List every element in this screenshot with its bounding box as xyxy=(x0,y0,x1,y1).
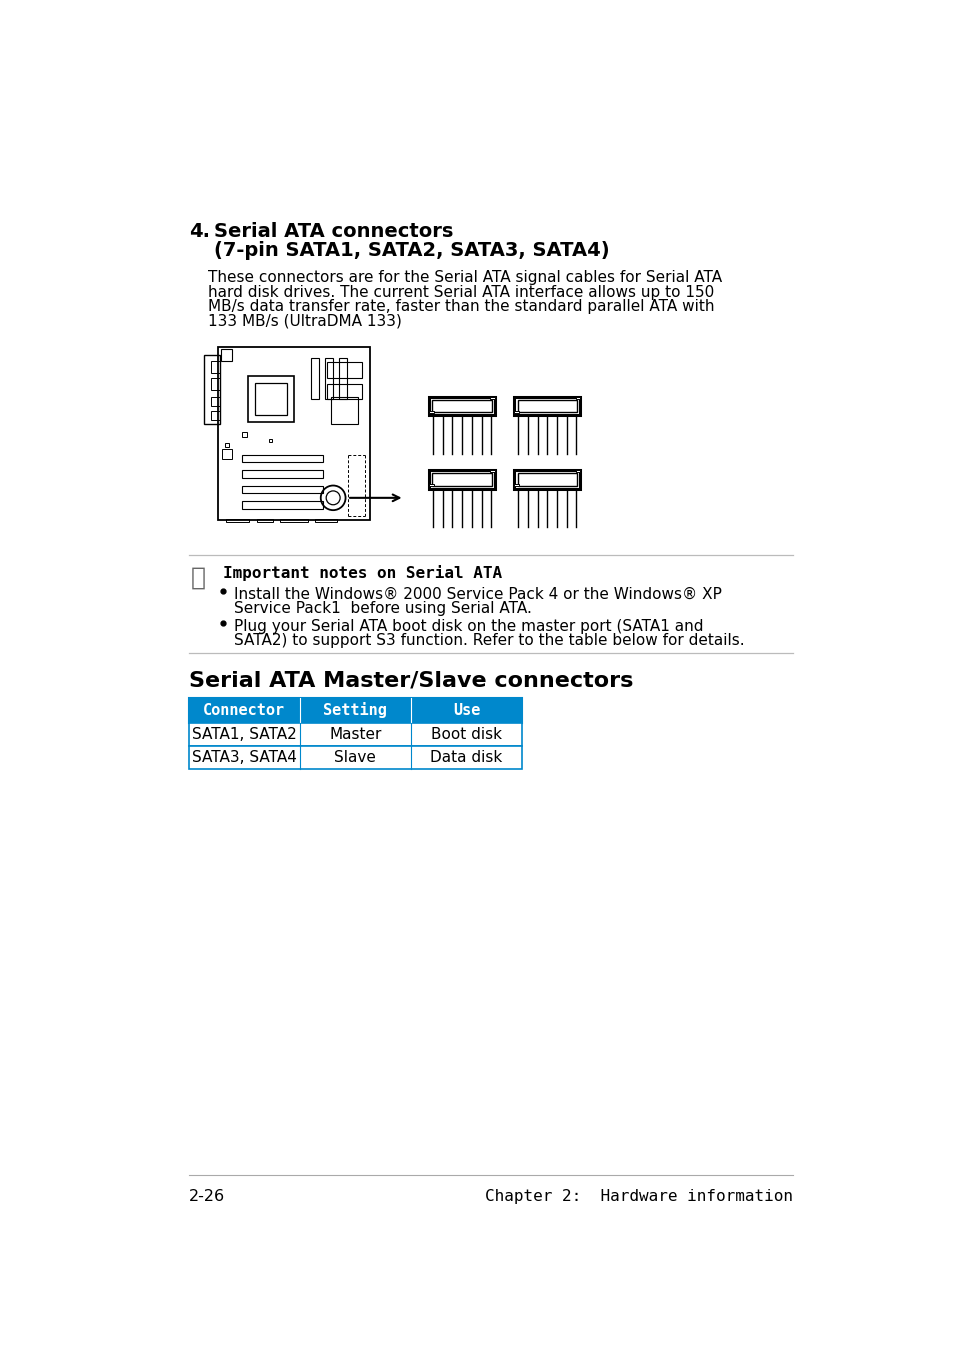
Bar xyxy=(514,397,579,416)
Bar xyxy=(218,347,369,520)
Text: 133 MB/s (UltraDMA 133): 133 MB/s (UltraDMA 133) xyxy=(208,313,402,328)
Text: Chapter 2:  Hardware information: Chapter 2: Hardware information xyxy=(485,1189,793,1204)
Bar xyxy=(429,470,495,489)
Bar xyxy=(490,397,495,400)
Bar xyxy=(429,411,434,413)
Bar xyxy=(280,519,307,523)
Bar xyxy=(241,501,323,508)
Text: hard disk drives. The current Serial ATA interface allows up to 150: hard disk drives. The current Serial ATA… xyxy=(208,285,714,300)
Text: (7-pin SATA1, SATA2, SATA3, SATA4): (7-pin SATA1, SATA2, SATA3, SATA4) xyxy=(213,242,609,261)
Text: Serial ATA Master/Slave connectors: Serial ATA Master/Slave connectors xyxy=(189,670,633,690)
Bar xyxy=(429,484,434,486)
Bar xyxy=(514,411,518,413)
Text: SATA2) to support S3 function. Refer to the table below for details.: SATA2) to support S3 function. Refer to … xyxy=(233,634,743,648)
Text: MB/s data transfer rate, faster than the standard parallel ATA with: MB/s data transfer rate, faster than the… xyxy=(208,299,714,315)
Bar xyxy=(429,397,495,416)
Text: Master: Master xyxy=(329,727,381,742)
Bar xyxy=(432,400,492,412)
Text: Data disk: Data disk xyxy=(430,750,502,765)
Bar xyxy=(514,470,579,489)
Text: Setting: Setting xyxy=(323,703,387,719)
Bar xyxy=(211,397,220,407)
Bar xyxy=(517,473,577,485)
Text: 2-26: 2-26 xyxy=(189,1189,225,1204)
Text: Important notes on Serial ATA: Important notes on Serial ATA xyxy=(223,565,501,581)
Bar xyxy=(241,455,323,462)
Bar xyxy=(241,431,247,436)
Bar xyxy=(220,349,233,361)
Bar xyxy=(575,397,579,400)
Bar xyxy=(254,384,287,416)
Bar xyxy=(575,470,579,473)
Bar xyxy=(241,485,323,493)
Bar xyxy=(325,358,333,399)
Bar xyxy=(189,698,521,723)
Bar xyxy=(226,519,249,523)
Text: Install the Windows® 2000 Service Pack 4 or the Windows® XP: Install the Windows® 2000 Service Pack 4… xyxy=(233,588,721,603)
Text: 🖊: 🖊 xyxy=(191,566,205,589)
Bar xyxy=(331,397,357,424)
Text: Use: Use xyxy=(453,703,479,717)
Text: Connector: Connector xyxy=(203,703,285,717)
Text: Serial ATA connectors: Serial ATA connectors xyxy=(213,222,453,242)
Bar xyxy=(327,362,361,378)
Bar xyxy=(189,723,521,746)
Bar xyxy=(241,470,323,478)
Bar xyxy=(257,519,273,523)
Bar xyxy=(432,473,492,485)
Bar xyxy=(248,376,294,423)
Bar xyxy=(490,470,495,473)
Bar xyxy=(269,439,272,442)
Bar xyxy=(189,746,521,769)
Bar xyxy=(224,443,229,447)
Bar xyxy=(211,411,220,420)
Text: SATA3, SATA4: SATA3, SATA4 xyxy=(192,750,296,765)
Bar xyxy=(514,484,518,486)
Bar xyxy=(222,450,232,458)
Bar xyxy=(315,519,336,523)
Text: Service Pack1  before using Serial ATA.: Service Pack1 before using Serial ATA. xyxy=(233,601,531,616)
Text: Boot disk: Boot disk xyxy=(431,727,501,742)
Text: These connectors are for the Serial ATA signal cables for Serial ATA: These connectors are for the Serial ATA … xyxy=(208,270,721,285)
Bar xyxy=(327,384,361,400)
Text: 4.: 4. xyxy=(189,222,210,242)
Bar xyxy=(517,400,577,412)
Text: SATA1, SATA2: SATA1, SATA2 xyxy=(192,727,296,742)
Bar xyxy=(211,361,220,373)
Bar xyxy=(339,358,347,399)
Bar xyxy=(311,358,319,399)
Bar xyxy=(211,378,220,390)
Bar xyxy=(204,354,220,424)
Text: Slave: Slave xyxy=(334,750,375,765)
Text: Plug your Serial ATA boot disk on the master port (SATA1 and: Plug your Serial ATA boot disk on the ma… xyxy=(233,620,702,635)
